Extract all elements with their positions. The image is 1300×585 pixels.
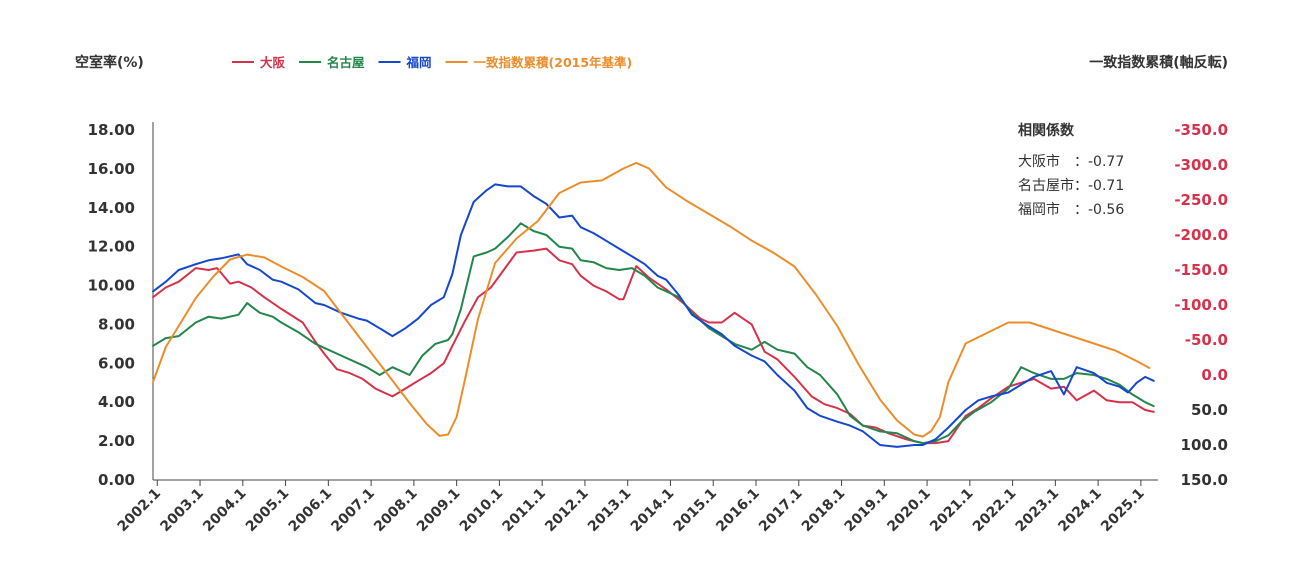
x-tick-label: 2023.1 bbox=[1013, 486, 1063, 536]
x-tick-label: 2003.1 bbox=[157, 486, 207, 536]
x-tick-label: 2019.1 bbox=[842, 486, 892, 536]
y-tick-label-left: 12.00 bbox=[88, 238, 135, 256]
x-tick-label: 2022.1 bbox=[970, 486, 1020, 536]
x-tick-label: 2009.1 bbox=[414, 486, 464, 536]
legend-label: 大阪 bbox=[260, 55, 286, 70]
x-tick-label: 2006.1 bbox=[286, 486, 336, 536]
y-tick-label-left: 18.00 bbox=[88, 121, 135, 139]
series-line bbox=[152, 222, 1155, 445]
x-tick-label: 2021.1 bbox=[927, 486, 977, 536]
legend-label: 一致指数累積(2015年基準) bbox=[474, 55, 633, 70]
x-tick-label: 2020.1 bbox=[884, 486, 934, 536]
x-tick-label: 2012.1 bbox=[542, 486, 592, 536]
x-tick-label: 2013.1 bbox=[585, 486, 635, 536]
y-tick-label-left: 16.00 bbox=[88, 160, 135, 178]
y-tick-label-right: -300.0 bbox=[1174, 156, 1228, 174]
y-tick-label-right: -50.0 bbox=[1185, 331, 1228, 349]
x-tick-label: 2015.1 bbox=[671, 486, 721, 536]
y-tick-label-right: 50.0 bbox=[1191, 401, 1228, 419]
correlation-title: 相関係数 bbox=[1018, 122, 1075, 139]
legend-label: 福岡 bbox=[406, 55, 432, 70]
y-tick-label-left: 10.00 bbox=[88, 277, 135, 295]
x-tick-label: 2002.1 bbox=[115, 486, 165, 536]
y-tick-label-right: -350.0 bbox=[1174, 121, 1228, 139]
x-tick-label: 2010.1 bbox=[457, 486, 507, 536]
y-tick-label-left: 0.00 bbox=[98, 471, 135, 489]
x-tick-label: 2007.1 bbox=[328, 486, 378, 536]
x-tick-label: 2025.1 bbox=[1098, 486, 1148, 536]
x-tick-label: 2005.1 bbox=[243, 486, 293, 536]
y-tick-label-left: 8.00 bbox=[98, 315, 135, 333]
y-tick-label-left: 14.00 bbox=[88, 199, 135, 217]
y-tick-label-right: -100.0 bbox=[1174, 296, 1228, 314]
y-tick-label-left: 2.00 bbox=[98, 432, 135, 450]
right-axis-title: 一致指数累積(軸反転) bbox=[1089, 54, 1228, 71]
y-tick-label-right: 0.0 bbox=[1201, 366, 1228, 384]
series-line bbox=[152, 161, 1151, 438]
x-tick-label: 2004.1 bbox=[200, 486, 250, 536]
x-tick-label: 2016.1 bbox=[713, 486, 763, 536]
left-axis-title: 空室率(%) bbox=[75, 54, 144, 71]
x-tick-label: 2014.1 bbox=[628, 486, 678, 536]
series-line bbox=[152, 247, 1155, 445]
legend: 大阪 名古屋 福岡 一致指数累積(2015年基準) bbox=[232, 55, 632, 70]
y-tick-label-right: 150.0 bbox=[1181, 471, 1228, 489]
y-tick-label-right: 100.0 bbox=[1181, 436, 1228, 454]
y-tick-label-right: -200.0 bbox=[1174, 226, 1228, 244]
x-tick-label: 2011.1 bbox=[499, 486, 549, 536]
x-tick-label: 2024.1 bbox=[1055, 486, 1105, 536]
y-tick-label-right: -150.0 bbox=[1174, 261, 1228, 279]
correlation-line: 大阪市 ：-0.77 bbox=[1018, 153, 1124, 170]
correlation-line: 福岡市 ：-0.56 bbox=[1018, 201, 1124, 218]
correlation-line: 名古屋市：-0.71 bbox=[1018, 177, 1124, 194]
x-tick-label: 2017.1 bbox=[756, 486, 806, 536]
x-tick-label: 2008.1 bbox=[371, 486, 421, 536]
y-tick-label-right: -250.0 bbox=[1174, 191, 1228, 209]
legend-label: 名古屋 bbox=[327, 55, 365, 70]
y-tick-label-left: 4.00 bbox=[98, 393, 135, 411]
series-layer bbox=[152, 161, 1155, 448]
correlation-annotation: 相関係数 大阪市 ：-0.77 名古屋市：-0.71 福岡市 ：-0.56 bbox=[1018, 122, 1124, 218]
x-tick-label: 2018.1 bbox=[799, 486, 849, 536]
y-tick-label-left: 6.00 bbox=[98, 354, 135, 372]
series-line bbox=[152, 183, 1155, 448]
